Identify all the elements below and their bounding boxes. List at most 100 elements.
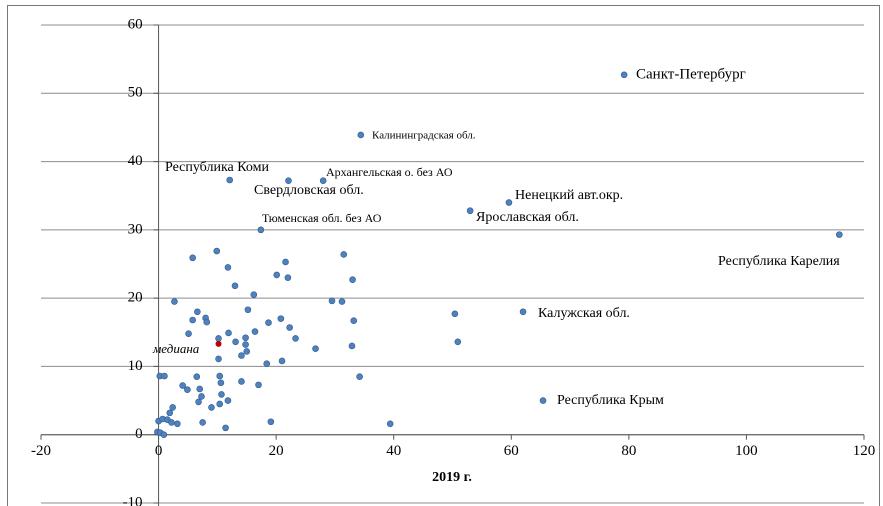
point-label: Республика Крым — [557, 393, 664, 408]
data-point — [216, 400, 224, 408]
x-tick-label: 80 — [621, 443, 636, 459]
data-point — [168, 419, 175, 426]
data-point — [166, 409, 174, 417]
x-tick-label: 0 — [155, 443, 163, 459]
y-tick-label: 40 — [128, 153, 143, 169]
data-point — [195, 398, 202, 406]
data-point — [226, 176, 234, 184]
data-point — [312, 345, 319, 352]
data-point — [184, 386, 191, 393]
data-point — [208, 404, 215, 411]
data-point — [356, 373, 363, 380]
data-point — [160, 431, 168, 439]
y-tick-label: 0 — [135, 426, 143, 442]
data-point — [539, 397, 547, 404]
x-tick-label: 60 — [504, 443, 519, 459]
data-point — [244, 306, 252, 314]
data-point — [357, 131, 365, 139]
chart-frame — [7, 5, 880, 506]
data-point — [171, 298, 178, 305]
point-label: Архангельская о. без АО — [326, 165, 453, 179]
data-point — [338, 298, 346, 305]
point-label: Санкт-Петербург — [636, 66, 746, 82]
data-point — [216, 372, 224, 380]
data-point — [224, 397, 232, 404]
data-point — [251, 328, 259, 335]
data-point — [193, 373, 201, 380]
data-point — [348, 342, 356, 350]
y-tick-label: 20 — [128, 290, 143, 306]
data-point — [466, 207, 474, 215]
x-tick-label: 120 — [853, 443, 876, 459]
data-point — [238, 352, 245, 359]
x-tick-label: 100 — [735, 443, 758, 459]
data-point — [203, 318, 211, 326]
data-point — [196, 385, 204, 393]
data-point — [286, 324, 293, 331]
point-label: Ненецкий авт.окр. — [515, 188, 623, 203]
point-label: Республика Коми — [165, 160, 269, 175]
data-point — [265, 319, 272, 327]
data-point — [174, 420, 181, 428]
data-point — [185, 330, 192, 337]
y-tick-label: 60 — [128, 16, 143, 32]
data-point — [217, 379, 225, 387]
x-axis-label: 2019 г. — [432, 470, 472, 485]
data-point — [242, 334, 249, 342]
data-point — [349, 276, 356, 284]
point-label: Республика Карелия — [718, 254, 840, 269]
data-point — [222, 424, 229, 432]
data-point — [263, 360, 271, 367]
data-point — [169, 404, 176, 411]
data-point — [215, 335, 222, 342]
data-point — [277, 315, 285, 322]
data-point — [454, 338, 462, 346]
data-point — [350, 317, 358, 324]
data-point — [836, 231, 843, 238]
data-point — [243, 348, 251, 355]
data-point — [340, 251, 348, 258]
data-point — [328, 297, 336, 305]
data-point — [231, 282, 239, 290]
data-point — [213, 247, 221, 255]
data-point — [189, 316, 196, 324]
y-tick-label: 50 — [128, 85, 143, 101]
x-tick-label: -20 — [31, 443, 51, 459]
data-point — [225, 329, 232, 337]
x-tick-label: 20 — [269, 443, 284, 459]
data-point — [215, 355, 222, 363]
data-point — [198, 393, 205, 400]
data-point — [224, 264, 232, 271]
data-point — [386, 420, 394, 428]
data-point — [273, 271, 281, 279]
data-point — [242, 341, 249, 348]
data-point — [215, 340, 222, 347]
point-label: Свердловская обл. — [254, 183, 364, 198]
data-point — [292, 335, 299, 342]
data-point — [505, 199, 513, 206]
data-point — [199, 419, 206, 426]
point-label: Ярославская обл. — [476, 210, 579, 225]
data-point — [257, 226, 265, 234]
data-point — [285, 177, 292, 184]
data-point — [451, 310, 459, 318]
data-point — [218, 391, 225, 398]
data-point — [255, 381, 262, 389]
x-tick-label: 40 — [386, 443, 401, 459]
y-tick-label: -10 — [123, 494, 143, 506]
data-point — [267, 418, 275, 426]
data-point — [278, 357, 286, 365]
data-point — [282, 258, 289, 266]
point-label: Калужская обл. — [538, 306, 630, 321]
data-point — [519, 308, 527, 316]
y-tick-label: 30 — [128, 221, 143, 237]
point-label: Тюменская обл. без АО — [262, 211, 382, 225]
data-point — [189, 254, 196, 262]
point-label: Калининградская обл. — [372, 130, 476, 142]
data-point — [284, 274, 292, 281]
point-label: медиана — [152, 341, 200, 356]
y-tick-label: 10 — [128, 358, 143, 374]
data-point — [194, 308, 201, 316]
data-point — [179, 382, 186, 389]
